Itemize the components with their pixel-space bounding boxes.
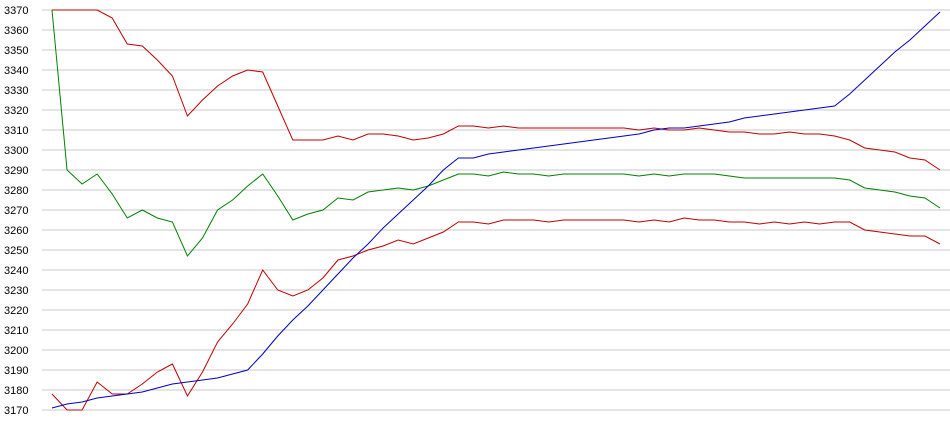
y-tick-label: 3320	[4, 105, 28, 117]
y-tick-label: 3290	[4, 165, 28, 177]
y-tick-label: 3360	[4, 25, 28, 37]
y-tick-label: 3350	[4, 45, 28, 57]
y-tick-label: 3330	[4, 85, 28, 97]
y-tick-label: 3270	[4, 205, 28, 217]
line-series	[51, 11, 941, 409]
y-tick-label: 3340	[4, 65, 28, 77]
y-tick-label: 3240	[4, 265, 28, 277]
line-series	[52, 9, 941, 171]
y-tick-label: 3260	[4, 225, 28, 237]
y-tick-label: 3200	[4, 345, 28, 357]
y-tick-label: 3310	[4, 125, 28, 137]
line-series	[51, 9, 941, 257]
y-tick-label: 3220	[4, 305, 28, 317]
y-tick-label: 3250	[4, 245, 28, 257]
line-series	[51, 217, 941, 411]
y-tick-label: 3230	[4, 285, 28, 297]
y-tick-label: 3180	[4, 385, 28, 397]
y-tick-label: 3300	[4, 145, 28, 157]
y-tick-label: 3280	[4, 185, 28, 197]
y-tick-label: 3170	[4, 405, 28, 417]
y-tick-label: 3210	[4, 325, 28, 337]
y-tick-label: 3190	[4, 365, 28, 377]
y-tick-label: 3370	[4, 5, 28, 17]
